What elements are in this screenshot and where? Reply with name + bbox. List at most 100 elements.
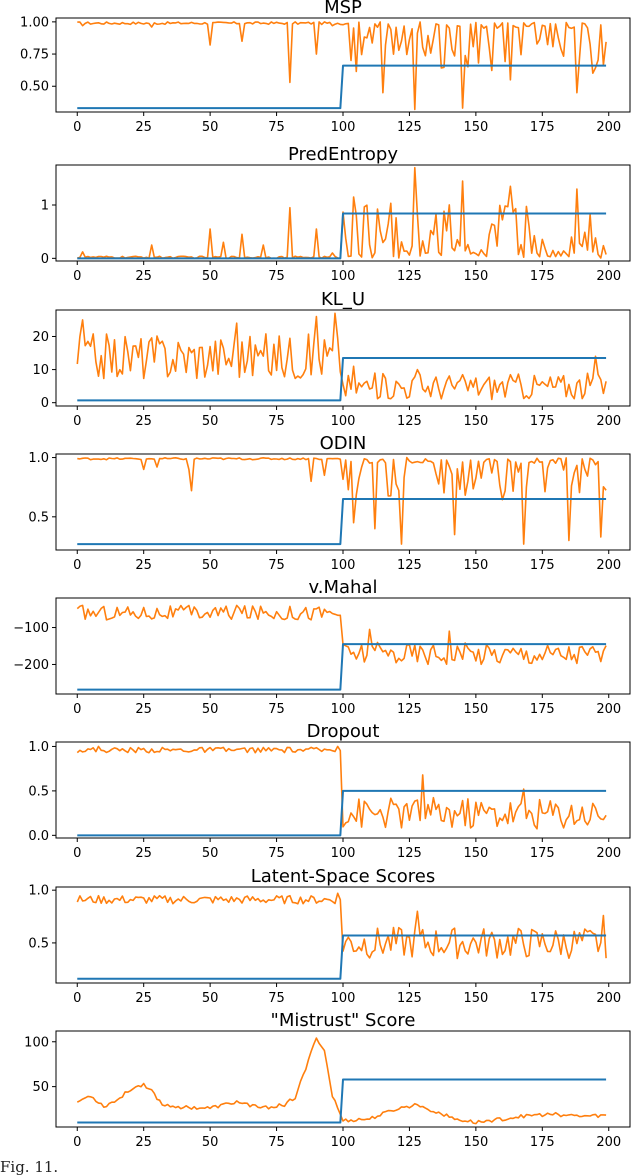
x-tick-label: 25	[135, 702, 152, 717]
x-tick-label: 200	[596, 414, 621, 429]
y-tick-label: 1.0	[28, 451, 49, 466]
x-tick-label: 0	[73, 558, 81, 573]
chart-title: Dropout	[307, 721, 380, 742]
x-tick-label: 75	[268, 846, 285, 861]
score-series-line	[76, 892, 607, 960]
x-tick-label: 0	[73, 414, 81, 429]
x-tick-label: 100	[331, 991, 356, 1006]
x-tick-label: 25	[135, 414, 152, 429]
x-tick-label: 50	[202, 269, 219, 284]
score-series-line	[76, 604, 607, 666]
score-series-line	[77, 21, 607, 111]
x-tick-label: 0	[73, 269, 81, 284]
label-series-line	[77, 1078, 607, 1124]
chart-title: MSP	[324, 0, 362, 18]
x-tick-label: 125	[397, 269, 422, 284]
score-series-line	[77, 456, 607, 545]
x-tick-label: 75	[268, 269, 285, 284]
x-tick-label: 0	[73, 120, 81, 135]
x-tick-label: 175	[530, 120, 555, 135]
x-tick-label: 125	[397, 558, 422, 573]
y-tick-label: 0.5	[28, 784, 49, 799]
x-tick-label: 100	[331, 558, 356, 573]
x-tick-label: 200	[596, 269, 621, 284]
x-tick-label: 50	[202, 846, 219, 861]
y-tick-label: 0.75	[20, 48, 49, 63]
x-tick-label: 175	[530, 414, 555, 429]
x-tick-label: 150	[463, 991, 488, 1006]
y-tick-label: 0.0	[28, 829, 49, 844]
x-tick-label: 125	[397, 846, 422, 861]
x-tick-label: 75	[268, 120, 285, 135]
x-tick-label: 100	[331, 120, 356, 135]
label-series-line	[77, 357, 607, 402]
x-tick-label: 200	[596, 991, 621, 1006]
x-tick-label: 200	[596, 702, 621, 717]
x-tick-label: 75	[268, 1135, 285, 1150]
chart-panel: v.Mahal 0 25 50 75 100 125 150 175 200 −200 −100	[13, 577, 631, 717]
x-tick-label: 50	[202, 991, 219, 1006]
chart-panel: Dropout 0 25 50 75 100 125 150 175 200 0.0 0.5 1.0	[28, 721, 631, 861]
x-tick-label: 125	[397, 120, 422, 135]
chart-panel: MSP 0 25 50 75 100 125 150 175 200 0.50 0.75 1.00	[20, 0, 631, 135]
x-tick-label: 150	[463, 846, 488, 861]
x-tick-label: 25	[135, 558, 152, 573]
x-tick-label: 0	[73, 991, 81, 1006]
x-tick-label: 200	[596, 1135, 621, 1150]
y-tick-label: 1.0	[28, 884, 49, 899]
x-tick-label: 25	[135, 846, 152, 861]
score-series-line	[76, 745, 607, 830]
x-tick-label: 100	[331, 1135, 356, 1150]
x-tick-label: 100	[331, 846, 356, 861]
x-tick-label: 25	[135, 120, 152, 135]
chart-title: ODIN	[320, 433, 367, 454]
x-tick-label: 200	[596, 846, 621, 861]
y-tick-label: 0.5	[28, 510, 49, 525]
y-tick-label: 1	[41, 199, 49, 214]
x-tick-label: 0	[73, 846, 81, 861]
y-tick-label: 0.5	[28, 936, 49, 951]
x-tick-label: 100	[331, 269, 356, 284]
x-tick-label: 125	[397, 414, 422, 429]
x-tick-label: 50	[202, 1135, 219, 1150]
y-tick-label: 1.00	[20, 15, 49, 30]
x-tick-label: 75	[268, 991, 285, 1006]
x-tick-label: 0	[73, 1135, 81, 1150]
chart-panel: ODIN 0 25 50 75 100 125 150 175 200 0.5 1.0	[28, 433, 631, 573]
x-tick-label: 175	[530, 991, 555, 1006]
chart-title: KL_U	[321, 289, 365, 310]
x-tick-label: 50	[202, 414, 219, 429]
x-tick-label: 150	[463, 120, 488, 135]
y-tick-label: 20	[32, 330, 49, 345]
chart-panel: Latent-Space Scores 0 25 50 75 100 125 150 175 20…	[28, 866, 631, 1006]
chart-panel: "Mistrust" Score 0 25 50 75 100 125 150 175 200 50…	[24, 1010, 631, 1150]
x-tick-label: 50	[202, 558, 219, 573]
x-tick-label: 50	[202, 120, 219, 135]
x-tick-label: 125	[397, 702, 422, 717]
chart-panel: KL_U 0 25 50 75 100 125 150 175 200 0 10 20	[32, 289, 631, 429]
x-tick-label: 100	[331, 702, 356, 717]
y-tick-label: 0.50	[20, 80, 49, 95]
x-tick-label: 125	[397, 991, 422, 1006]
x-tick-label: 0	[73, 702, 81, 717]
x-tick-label: 150	[463, 1135, 488, 1150]
x-tick-label: 150	[463, 269, 488, 284]
label-series-line	[77, 789, 607, 837]
chart-title: v.Mahal	[309, 577, 378, 598]
y-tick-label: 0	[41, 252, 49, 267]
y-tick-label: −200	[13, 658, 49, 673]
y-tick-label: 50	[32, 1080, 49, 1095]
x-tick-label: 150	[463, 702, 488, 717]
x-tick-label: 75	[268, 702, 285, 717]
y-tick-label: −100	[13, 621, 49, 636]
x-tick-label: 125	[397, 1135, 422, 1150]
x-tick-label: 75	[268, 414, 285, 429]
y-tick-label: 10	[32, 363, 49, 378]
score-series-line	[76, 1037, 607, 1125]
chart-title: PredEntropy	[288, 144, 398, 165]
label-series-line	[77, 498, 607, 546]
y-tick-label: 1.0	[28, 740, 49, 755]
x-tick-label: 150	[463, 414, 488, 429]
x-tick-label: 25	[135, 991, 152, 1006]
